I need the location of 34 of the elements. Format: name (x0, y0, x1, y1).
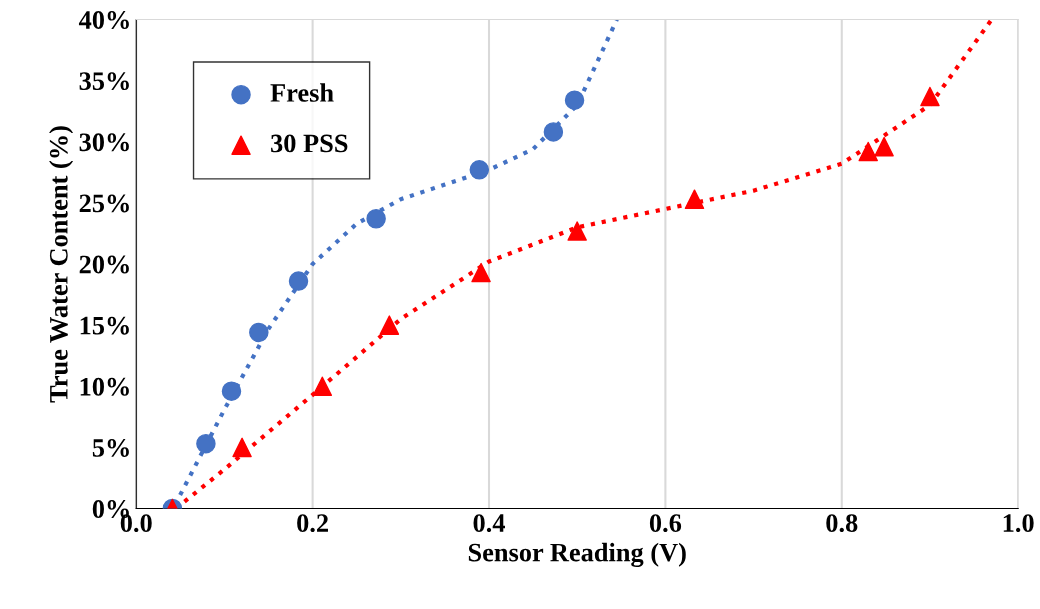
point (232, 437, 252, 458)
point (543, 122, 564, 142)
y-tick-label: 10% (80, 377, 129, 396)
point (858, 141, 878, 162)
y-tick-label: 30% (79, 133, 129, 152)
point (684, 189, 705, 209)
point (920, 86, 940, 107)
x-tick-label: 0.2 (297, 514, 328, 533)
x-tick-label: 0.8 (826, 514, 858, 533)
point (564, 90, 585, 110)
x-tick-label: 1.0 (1003, 514, 1034, 533)
x-tick-label: 0.4 (473, 514, 506, 533)
point (469, 160, 490, 180)
x-axis-title: Sensor Reading (V) (468, 542, 686, 567)
point (379, 315, 400, 335)
y-tick-label: 15% (80, 316, 129, 335)
y-tick-label: 5% (92, 438, 129, 457)
point (366, 209, 386, 229)
point (567, 221, 587, 241)
legend-label: 30 PSS (271, 134, 348, 153)
point (196, 433, 216, 454)
point (471, 262, 491, 283)
y-tick-label: 35% (79, 72, 129, 91)
y-tick-label: 25% (79, 194, 129, 213)
legend-label: Fresh (270, 83, 334, 102)
x-tick-label: 0.6 (649, 514, 682, 533)
y-tick-label: 20% (79, 255, 129, 274)
y-tick-label: 40% (78, 11, 129, 29)
y-axis-title: True Water Content (%) (49, 126, 74, 403)
point (221, 381, 242, 401)
point (288, 271, 309, 291)
point (874, 136, 894, 157)
point (249, 322, 269, 343)
point (312, 376, 333, 397)
